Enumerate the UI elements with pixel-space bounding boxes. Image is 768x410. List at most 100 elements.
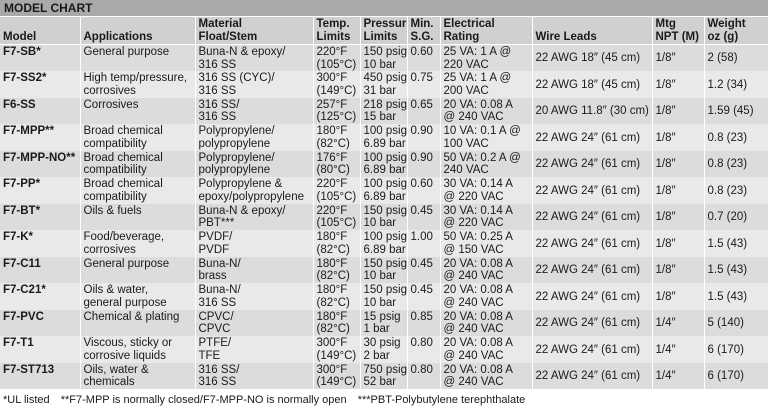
cell-electrical: 20 VA: 0.08 A @ 240 VAC	[440, 309, 533, 336]
cell-sg: 0.90	[407, 124, 441, 151]
cell-applications: High temp/pressure, corrosives	[80, 71, 196, 98]
header-mtg: Mtg NPT (M)	[652, 17, 705, 45]
cell-pressure: 150 psig 10 bar	[360, 203, 408, 230]
cell-sg: 0.75	[407, 71, 441, 98]
cell-model: F7-C11	[0, 256, 81, 283]
cell-applications: Oils & water, general purpose	[80, 283, 196, 310]
cell-mtg: 1/8″	[652, 177, 705, 204]
header-material: Material Float/Stem	[195, 17, 314, 45]
cell-applications: Corrosives	[80, 97, 196, 124]
cell-applications: Chemical & plating	[80, 309, 196, 336]
cell-sg: 0.65	[407, 97, 441, 124]
cell-mtg: 1/8″	[652, 71, 705, 98]
cell-wire: 22 AWG 24″ (61 cm)	[532, 230, 653, 257]
cell-model: F7-MPP-NO**	[0, 150, 81, 177]
cell-mtg: 1/8″	[652, 203, 705, 230]
cell-electrical: 20 VA: 0.08 A @ 240 VAC	[440, 362, 533, 389]
table-row: F7-ST713 Oils, water & chemicals 316 SS/316…	[0, 362, 768, 389]
cell-weight: 1.2 (34)	[704, 71, 768, 98]
cell-electrical: 20 VA: 0.08 A @ 240 VAC	[440, 256, 533, 283]
cell-material: 316 SS (CYC)/316 SS	[195, 71, 314, 98]
cell-sg: 0.60	[407, 177, 441, 204]
table-row: F7-MPP** Broad chemical compatibility Polyp…	[0, 124, 768, 151]
cell-pressure: 15 psig 1 bar	[360, 309, 408, 336]
cell-temp: 257°F (125°C)	[313, 97, 361, 124]
cell-model: F7-C21*	[0, 283, 81, 310]
cell-mtg: 1/8″	[652, 283, 705, 310]
cell-applications: General purpose	[80, 256, 196, 283]
table-row: F7-T1 Viscous, sticky or corrosive liquids…	[0, 336, 768, 363]
cell-sg: 1.00	[407, 230, 441, 257]
cell-sg: 0.60	[407, 44, 441, 71]
cell-applications: Broad chemical compatibility	[80, 124, 196, 151]
cell-mtg: 1/4″	[652, 336, 705, 363]
cell-weight: 0.8 (23)	[704, 150, 768, 177]
cell-material: Buna-N/brass	[195, 256, 314, 283]
cell-material: Buna-N & epoxy/PBT***	[195, 203, 314, 230]
cell-pressure: 100 psig 6.89 bar	[360, 177, 408, 204]
cell-electrical: 30 VA: 0.14 A @ 220 VAC	[440, 177, 533, 204]
cell-wire: 22 AWG 24″ (61 cm)	[532, 362, 653, 389]
cell-pressure: 150 psig 10 bar	[360, 44, 408, 71]
cell-model: F7-BT*	[0, 203, 81, 230]
cell-temp: 180°F (82°C)	[313, 124, 361, 151]
table-row: F6-SS Corrosives 316 SS/316 SS 257°F (125°C)…	[0, 97, 768, 124]
table-row: F7-PVC Chemical & plating CPVC/CPVC 180°F (8…	[0, 309, 768, 336]
table-row: F7-C11 General purpose Buna-N/brass 180°F (8…	[0, 256, 768, 283]
cell-weight: 0.8 (23)	[704, 124, 768, 151]
cell-pressure: 750 psig 52 bar	[360, 362, 408, 389]
footnote-mpp: **F7-MPP is normally closed/F7-MPP-NO is…	[60, 394, 347, 406]
cell-weight: 6 (170)	[704, 336, 768, 363]
cell-weight: 1.5 (43)	[704, 283, 768, 310]
cell-sg: 0.45	[407, 283, 441, 310]
cell-electrical: 50 VA: 0.2 A @240 VAC	[440, 150, 533, 177]
cell-temp: 176°F (80°C)	[313, 150, 361, 177]
header-sg: Min. S.G.	[407, 17, 441, 45]
cell-wire: 22 AWG 24″ (61 cm)	[532, 177, 653, 204]
cell-applications: Oils & fuels	[80, 203, 196, 230]
cell-applications: Broad chemical compatibility	[80, 150, 196, 177]
cell-wire: 22 AWG 24″ (61 cm)	[532, 150, 653, 177]
cell-material: PTFE/TFE	[195, 336, 314, 363]
cell-applications: Oils, water & chemicals	[80, 362, 196, 389]
cell-temp: 220°F (105°C)	[313, 203, 361, 230]
cell-pressure: 150 psig 10 bar	[360, 283, 408, 310]
table-row: F7-SS2* High temp/pressure, corrosives 316 …	[0, 71, 768, 98]
header-weight: Weight oz (g)	[704, 17, 768, 45]
cell-model: F7-MPP**	[0, 124, 81, 151]
cell-weight: 1.5 (43)	[704, 230, 768, 257]
cell-weight: 0.8 (23)	[704, 177, 768, 204]
cell-electrical: 20 VA: 0.08 A @ 240 VAC	[440, 283, 533, 310]
cell-sg: 0.80	[407, 336, 441, 363]
cell-wire: 20 AWG 11.8″ (30 cm)	[532, 97, 653, 124]
cell-material: Buna-N & epoxy/316 SS	[195, 44, 314, 71]
cell-mtg: 1/8″	[652, 97, 705, 124]
table-row: F7-PP* Broad chemical compatibility Polypro…	[0, 177, 768, 204]
cell-wire: 22 AWG 18″ (45 cm)	[532, 71, 653, 98]
cell-wire: 22 AWG 24″ (61 cm)	[532, 283, 653, 310]
cell-temp: 180°F (82°C)	[313, 256, 361, 283]
cell-wire: 22 AWG 18″ (45 cm)	[532, 44, 653, 71]
cell-model: F7-SS2*	[0, 71, 81, 98]
cell-material: Buna-N/316 SS	[195, 283, 314, 310]
cell-electrical: 25 VA: 1 A @200 VAC	[440, 71, 533, 98]
cell-mtg: 1/8″	[652, 256, 705, 283]
cell-applications: Food/beverage, corrosives	[80, 230, 196, 257]
table-row: F7-MPP-NO** Broad chemical compatibility Po…	[0, 150, 768, 177]
cell-electrical: 50 VA: 0.25 A @ 150 VAC	[440, 230, 533, 257]
cell-applications: Viscous, sticky or corrosive liquids	[80, 336, 196, 363]
table-row: F7-K* Food/beverage, corrosives PVDF/PVDF 18…	[0, 230, 768, 257]
cell-weight: 5 (140)	[704, 309, 768, 336]
header-pressure: PressureLimits	[360, 17, 408, 45]
footnote-pbt: ***PBT-Polybutylene terephthalate	[357, 394, 526, 406]
header-applications: Applications	[80, 17, 196, 45]
cell-temp: 300°F (149°C)	[313, 362, 361, 389]
cell-material: Polypropylene/polypropylene	[195, 150, 314, 177]
footnote-ul: *UL listed	[3, 394, 50, 406]
header-model: Model	[0, 17, 81, 45]
cell-mtg: 1/4″	[652, 362, 705, 389]
model-table: Model Applications Material Float/Stem Te…	[0, 17, 768, 389]
header-row: Model Applications Material Float/Stem Te…	[0, 17, 768, 45]
cell-material: CPVC/CPVC	[195, 309, 314, 336]
cell-electrical: 30 VA: 0.14 A @ 220 VAC	[440, 203, 533, 230]
